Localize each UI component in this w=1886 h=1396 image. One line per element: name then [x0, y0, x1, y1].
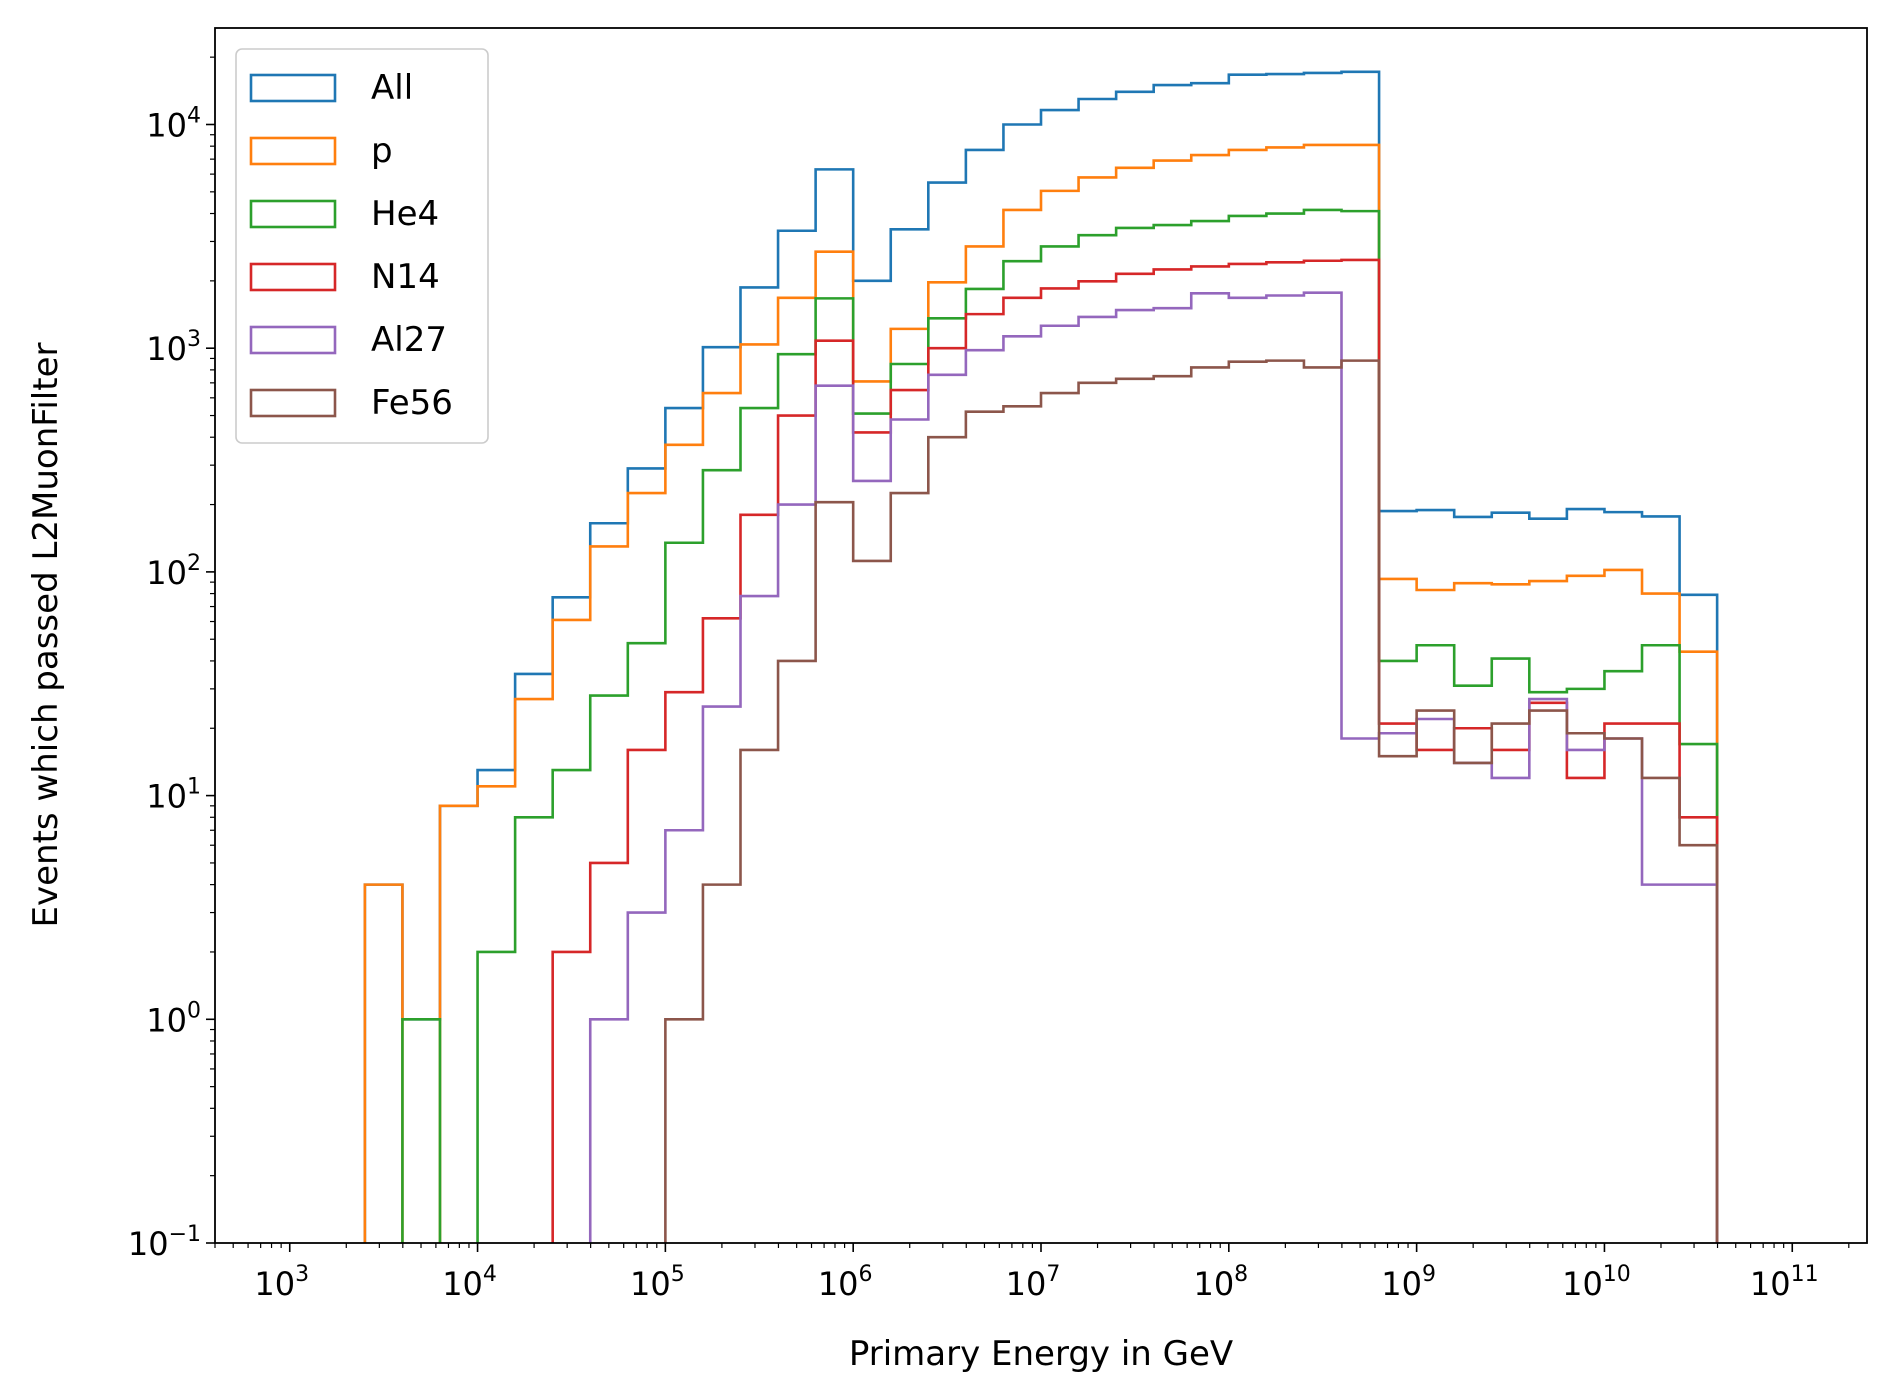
legend-box	[235, 48, 489, 444]
y-tick-label: 102	[146, 551, 201, 592]
series-p-line	[363, 143, 1719, 1243]
series-he4-line	[401, 208, 1719, 1243]
x-tick-label: 1010	[1562, 1262, 1631, 1303]
y-axis: 10−1 100 101 102 103 104	[128, 56, 215, 1263]
x-tick-label: 103	[254, 1262, 309, 1303]
series-layer	[363, 70, 1719, 1243]
legend-swatch-al27	[249, 325, 337, 355]
legend-swatch-n14	[249, 262, 337, 292]
legend-swatch-p	[249, 136, 337, 166]
series-fe56-line	[664, 359, 1719, 1243]
y-tick-label: 103	[146, 327, 201, 368]
legend-label-al27: Al27	[371, 320, 447, 360]
x-tick-label: 107	[1006, 1262, 1061, 1303]
y-tick-label: 101	[146, 775, 201, 816]
legend-swatch-he4	[249, 199, 337, 229]
x-tick-label: 108	[1193, 1262, 1248, 1303]
y-tick-label: 100	[146, 998, 201, 1039]
legend-label-n14: N14	[371, 257, 440, 297]
legend-swatch-fe56	[249, 388, 337, 418]
x-tick-label: 105	[630, 1262, 685, 1303]
x-tick-label: 104	[442, 1262, 497, 1303]
series-al27-line	[588, 291, 1719, 1243]
legend-label-fe56: Fe56	[371, 383, 453, 423]
legend: All p He4 N14 Al27 Fe56	[235, 48, 489, 444]
y-tick-label: 10−1	[128, 1222, 201, 1263]
legend-label-all: All	[371, 68, 413, 108]
x-axis: 103 104 105 106 107 108 109 1010 1011	[214, 1243, 1850, 1303]
y-axis-label: Events which passed L2MuonFilter	[26, 343, 66, 928]
y-tick-label: 104	[146, 103, 201, 144]
legend-label-p: p	[371, 131, 393, 171]
x-tick-label: 1011	[1750, 1262, 1819, 1303]
legend-label-he4: He4	[371, 194, 439, 234]
legend-swatch-all	[249, 73, 337, 103]
x-tick-label: 106	[818, 1262, 873, 1303]
x-axis-label: Primary Energy in GeV	[849, 1334, 1233, 1374]
x-tick-label: 109	[1381, 1262, 1436, 1303]
